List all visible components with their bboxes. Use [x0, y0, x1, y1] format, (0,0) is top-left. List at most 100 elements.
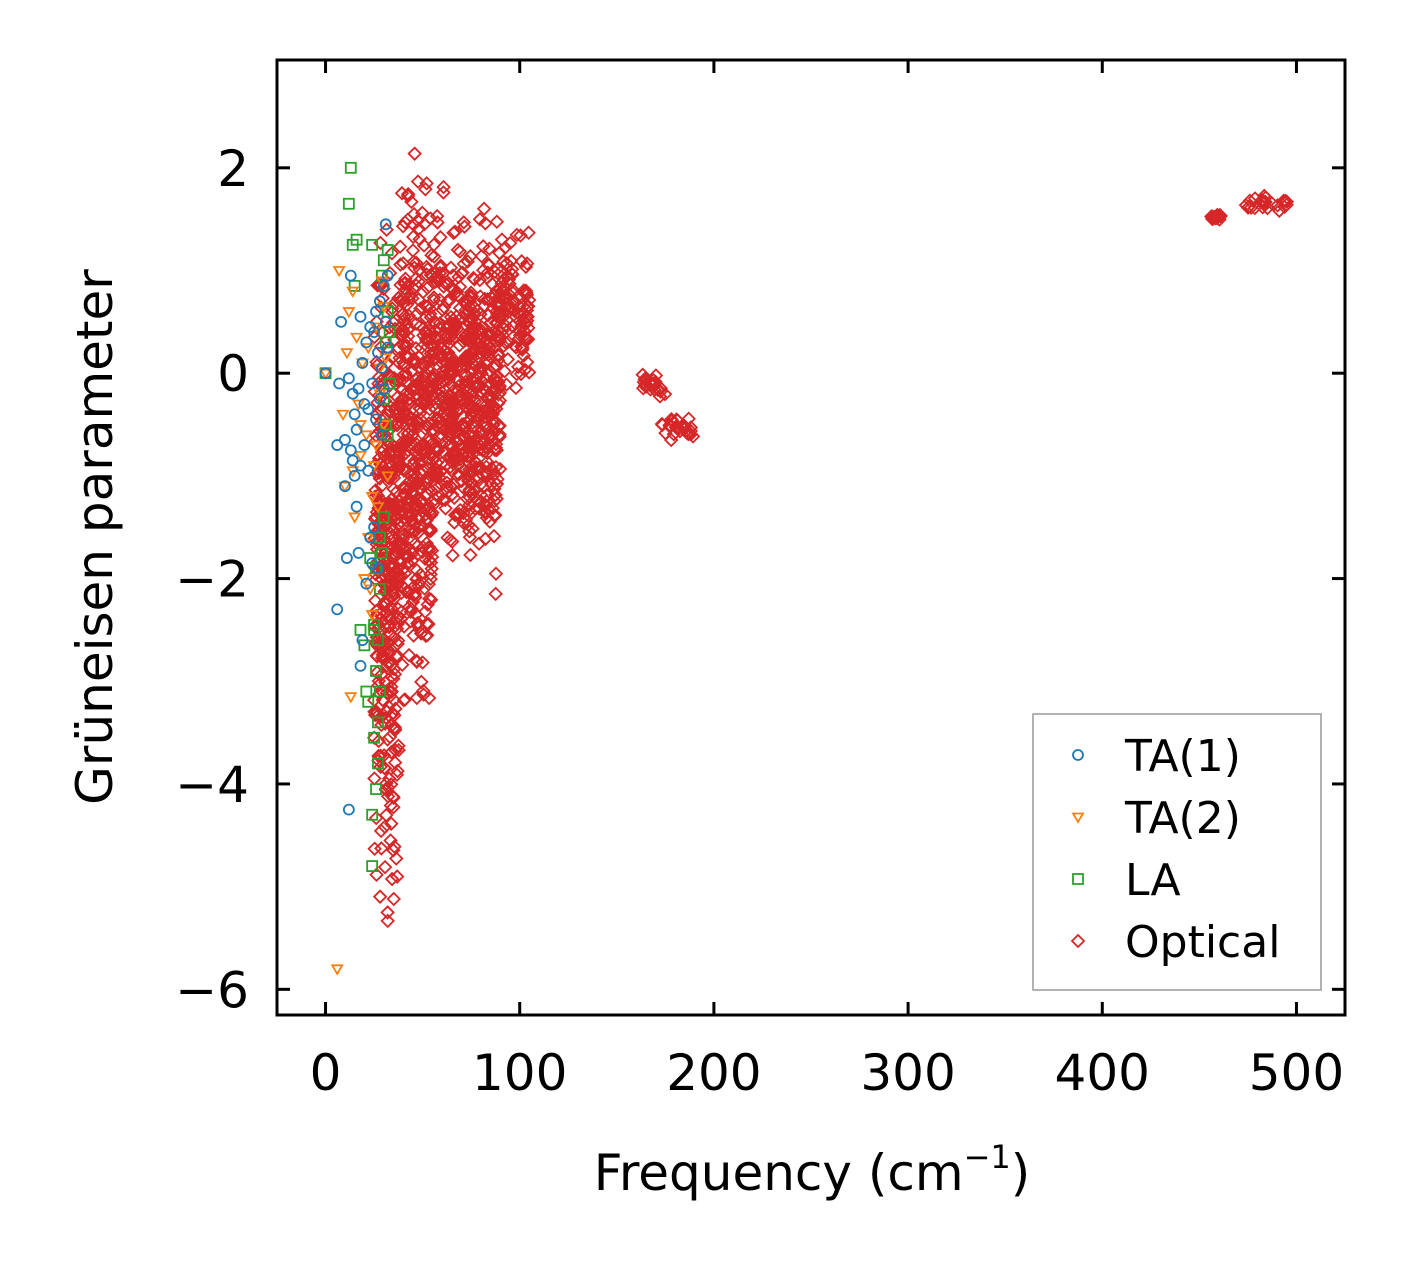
- data-point: [479, 465, 495, 481]
- data-point: [452, 338, 467, 353]
- data-point: [362, 403, 375, 416]
- x-tick-label: 100: [472, 1044, 567, 1102]
- data-point: [400, 322, 415, 337]
- x-tick-label: 0: [310, 1044, 342, 1102]
- data-point: [398, 513, 414, 528]
- data-point: [344, 444, 357, 457]
- data-point: [369, 867, 384, 883]
- data-point: [359, 430, 373, 442]
- data-point: [386, 671, 401, 687]
- data-point: [482, 437, 497, 453]
- data-point: [444, 487, 460, 502]
- data-point: [377, 302, 391, 314]
- data-point: [354, 659, 367, 672]
- data-point: [381, 428, 394, 441]
- data-point: [400, 408, 415, 424]
- data-point: [646, 377, 661, 393]
- data-point: [451, 269, 466, 285]
- legend-marker: [1070, 933, 1086, 949]
- data-point: [486, 528, 502, 544]
- data-point: [479, 459, 494, 475]
- series-ta-1-: [319, 218, 394, 816]
- data-point: [384, 679, 399, 695]
- data-point: [383, 798, 399, 813]
- data-point: [463, 285, 479, 300]
- axis-ticks: 0 100 200 300 400 500 −6 −4 −2 0 2: [175, 60, 1345, 1102]
- data-point: [449, 284, 465, 300]
- data-point: [393, 611, 409, 626]
- data-point: [383, 445, 398, 460]
- data-point: [401, 647, 417, 663]
- data-point: [393, 257, 408, 272]
- data-point: [392, 553, 408, 568]
- data-point: [383, 526, 399, 541]
- legend-marker: [1071, 812, 1085, 824]
- data-point: [379, 703, 394, 719]
- data-point: [406, 628, 421, 643]
- data-point: [372, 562, 384, 575]
- data-point: [495, 306, 511, 321]
- data-point: [383, 326, 396, 339]
- data-point: [408, 316, 424, 331]
- data-point: [346, 286, 360, 298]
- data-point: [479, 510, 495, 526]
- data-point: [397, 309, 412, 324]
- data-point: [381, 341, 394, 354]
- data-point: [379, 353, 393, 365]
- data-point: [493, 264, 509, 280]
- data-point: [395, 322, 410, 337]
- data-point: [419, 259, 434, 275]
- data-point: [484, 477, 499, 492]
- data-point: [479, 467, 495, 483]
- data-point: [521, 365, 537, 380]
- data-point: [466, 419, 482, 435]
- data-point: [420, 522, 435, 538]
- data-point: [377, 511, 390, 523]
- data-point: [452, 244, 468, 259]
- data-point: [397, 692, 413, 707]
- data-point: [407, 587, 422, 603]
- data-point: [428, 379, 444, 394]
- data-point: [480, 336, 496, 352]
- data-point: [340, 348, 354, 360]
- data-point: [462, 434, 477, 449]
- data-point: [433, 258, 449, 273]
- data-point: [368, 731, 380, 744]
- data-point: [368, 593, 383, 608]
- data-point: [473, 361, 488, 377]
- data-point: [396, 526, 412, 542]
- data-point: [429, 208, 445, 224]
- data-point: [443, 532, 458, 548]
- data-point: [372, 889, 388, 904]
- data-point: [410, 519, 426, 535]
- data-point: [489, 283, 504, 298]
- data-point: [491, 322, 507, 338]
- data-point: [381, 471, 395, 483]
- data-point: [360, 577, 373, 590]
- data-point: [509, 366, 525, 382]
- data-point: [409, 381, 425, 396]
- data-point: [470, 379, 485, 395]
- data-point: [465, 429, 481, 444]
- data-point: [664, 412, 679, 427]
- legend: TA(1) TA(2) LA Optical: [1032, 713, 1322, 991]
- data-point: [397, 581, 413, 597]
- data-point: [377, 382, 390, 395]
- data-point: [383, 833, 398, 848]
- y-tick-label: −2: [175, 551, 249, 609]
- data-point: [490, 347, 505, 363]
- data-point: [344, 161, 357, 174]
- data-point: [521, 225, 536, 240]
- data-point: [638, 379, 654, 394]
- data-point: [472, 212, 488, 227]
- data-point: [429, 480, 445, 496]
- data-point: [374, 582, 386, 595]
- data-point: [366, 238, 379, 251]
- data-point: [489, 442, 505, 458]
- data-point: [447, 507, 463, 523]
- data-point: [369, 603, 384, 619]
- data-point: [344, 269, 357, 282]
- data-point: [451, 467, 467, 482]
- data-point: [405, 243, 421, 258]
- data-point: [507, 303, 522, 319]
